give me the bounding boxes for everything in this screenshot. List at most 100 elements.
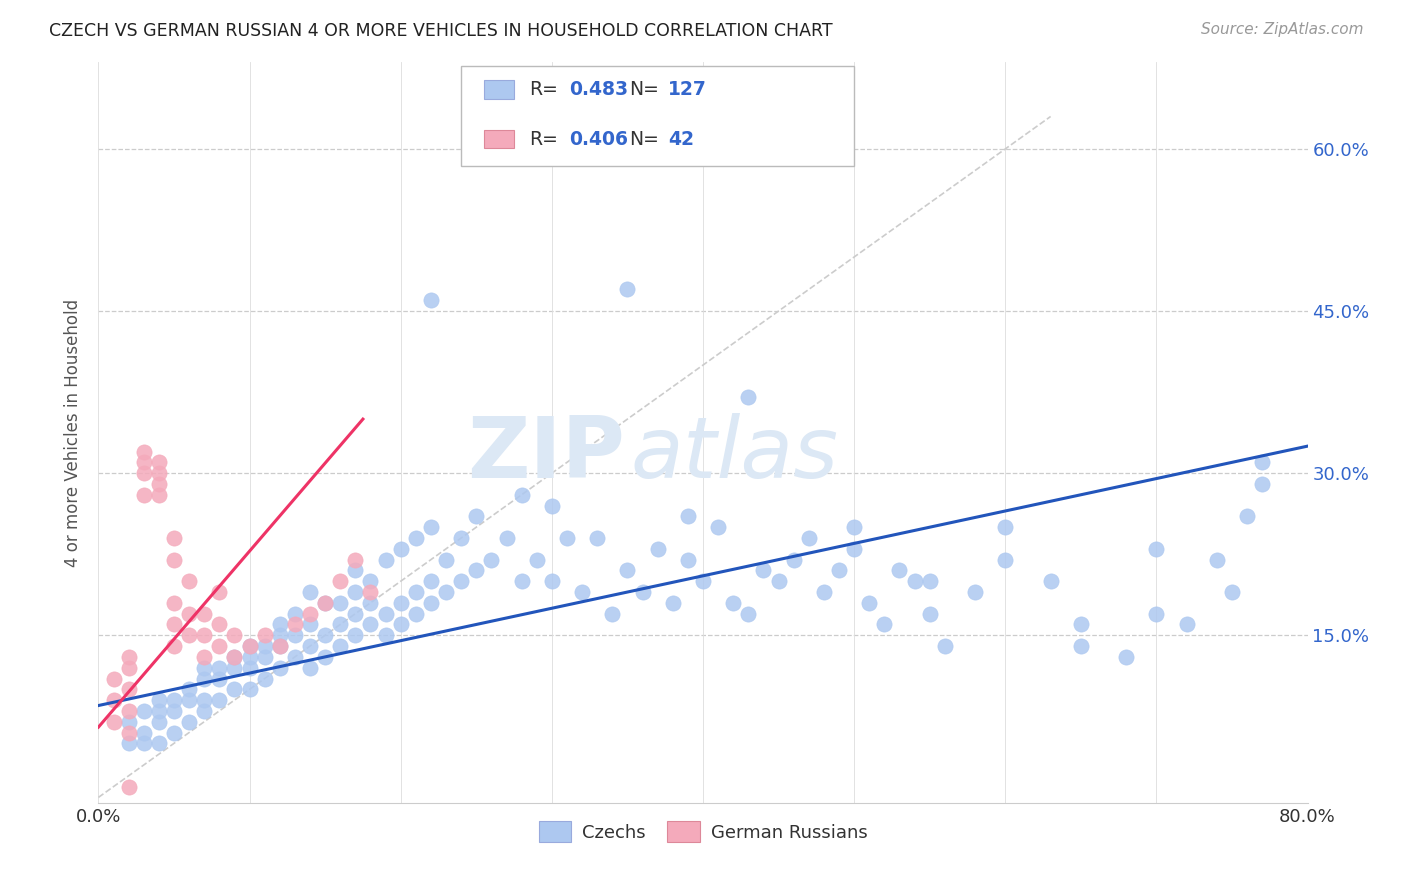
Point	[314, 596, 336, 610]
Point	[1251, 455, 1274, 469]
Point	[163, 725, 186, 739]
Point	[132, 736, 155, 750]
Point	[118, 661, 141, 675]
Point	[329, 596, 352, 610]
Point	[904, 574, 927, 589]
Point	[118, 714, 141, 729]
Text: Source: ZipAtlas.com: Source: ZipAtlas.com	[1201, 22, 1364, 37]
Point	[299, 607, 322, 621]
Point	[1144, 607, 1167, 621]
Point	[253, 649, 276, 664]
Point	[314, 628, 336, 642]
Point	[284, 617, 307, 632]
Point	[163, 552, 186, 566]
Point	[661, 596, 683, 610]
Point	[299, 661, 322, 675]
Point	[540, 574, 562, 589]
Point	[1115, 649, 1137, 664]
Point	[526, 552, 548, 566]
Point	[118, 649, 141, 664]
Point	[616, 563, 638, 577]
Point	[360, 585, 382, 599]
Point	[132, 466, 155, 480]
Point	[163, 639, 186, 653]
Point	[148, 455, 170, 469]
Point	[163, 596, 186, 610]
Point	[465, 509, 488, 524]
Y-axis label: 4 or more Vehicles in Household: 4 or more Vehicles in Household	[65, 299, 83, 566]
Point	[918, 607, 941, 621]
Point	[1220, 585, 1243, 599]
Point	[495, 531, 517, 545]
Point	[329, 617, 352, 632]
Point	[224, 649, 246, 664]
FancyBboxPatch shape	[484, 80, 515, 99]
Point	[344, 607, 367, 621]
Point	[389, 596, 412, 610]
Point	[239, 639, 262, 653]
Point	[208, 617, 231, 632]
Point	[329, 639, 352, 653]
Point	[1070, 617, 1092, 632]
Point	[148, 477, 170, 491]
Point	[224, 661, 246, 675]
Point	[179, 693, 201, 707]
Point	[602, 607, 624, 621]
Point	[163, 531, 186, 545]
Point	[208, 639, 231, 653]
Point	[148, 488, 170, 502]
Point	[224, 682, 246, 697]
Point	[934, 639, 956, 653]
Point	[783, 552, 806, 566]
Point	[329, 574, 352, 589]
Point	[148, 466, 170, 480]
Point	[148, 704, 170, 718]
Point	[723, 596, 745, 610]
Point	[269, 639, 291, 653]
Point	[918, 574, 941, 589]
Point	[676, 509, 699, 524]
Point	[103, 672, 125, 686]
Point	[208, 672, 231, 686]
Point	[555, 531, 578, 545]
Point	[193, 607, 215, 621]
Point	[1206, 552, 1229, 566]
Point	[374, 552, 396, 566]
Point	[344, 628, 367, 642]
Point	[208, 661, 231, 675]
Point	[179, 628, 201, 642]
Point	[1144, 541, 1167, 556]
Text: R=: R=	[529, 129, 558, 149]
Point	[163, 693, 186, 707]
Point	[344, 552, 367, 566]
Text: 0.406: 0.406	[569, 129, 628, 149]
Point	[752, 563, 775, 577]
Point	[132, 488, 155, 502]
Point	[844, 541, 866, 556]
Point	[239, 661, 262, 675]
Point	[631, 585, 654, 599]
Point	[224, 628, 246, 642]
Point	[208, 585, 231, 599]
Point	[360, 617, 382, 632]
Text: atlas: atlas	[630, 413, 838, 496]
Point	[239, 649, 262, 664]
FancyBboxPatch shape	[484, 130, 515, 148]
Point	[314, 649, 336, 664]
Point	[148, 693, 170, 707]
Point	[434, 552, 457, 566]
Point	[132, 444, 155, 458]
Text: CZECH VS GERMAN RUSSIAN 4 OR MORE VEHICLES IN HOUSEHOLD CORRELATION CHART: CZECH VS GERMAN RUSSIAN 4 OR MORE VEHICL…	[49, 22, 832, 40]
Point	[224, 649, 246, 664]
Point	[269, 628, 291, 642]
Point	[239, 639, 262, 653]
Point	[344, 563, 367, 577]
Point	[676, 552, 699, 566]
Point	[737, 607, 759, 621]
Point	[344, 585, 367, 599]
Point	[148, 736, 170, 750]
Point	[647, 541, 669, 556]
Point	[616, 282, 638, 296]
Text: 127: 127	[668, 80, 707, 99]
FancyBboxPatch shape	[461, 66, 855, 166]
